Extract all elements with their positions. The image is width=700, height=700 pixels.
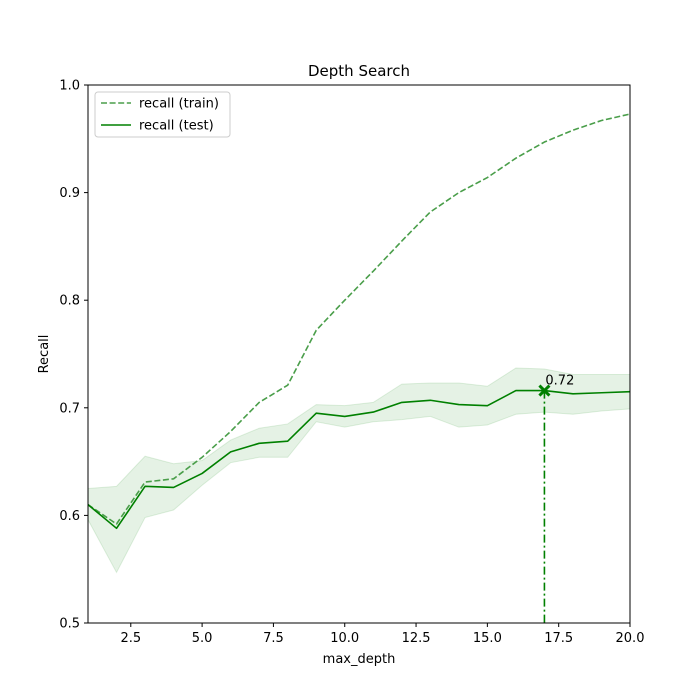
y-tick-label: 0.8	[59, 294, 80, 309]
x-tick-label: 20.0	[616, 631, 645, 646]
legend-label-train: recall (train)	[139, 97, 219, 112]
y-tick-label: 0.5	[59, 617, 80, 632]
test-std-band	[87, 367, 631, 574]
y-tick-label: 0.7	[59, 401, 80, 416]
legend: recall (train) recall (test)	[94, 91, 231, 138]
x-tick-label: 15.0	[473, 631, 502, 646]
x-axis-label: max_depth	[323, 652, 396, 667]
legend-label-test: recall (test)	[139, 119, 214, 134]
best-point-label: 0.72	[545, 374, 574, 389]
best-point-marker	[538, 384, 551, 397]
y-tick-label: 0.6	[59, 509, 80, 524]
test-recall-line	[87, 389, 631, 530]
x-tick-label: 12.5	[402, 631, 431, 646]
y-axis-label: Recall	[37, 335, 52, 374]
y-tick-label: 0.9	[59, 186, 80, 201]
x-tick-label: 5.0	[192, 631, 213, 646]
x-tick-label: 10.0	[330, 631, 359, 646]
x-tick-label: 7.5	[263, 631, 284, 646]
plot-frame	[87, 84, 631, 624]
x-tick-label: 2.5	[120, 631, 141, 646]
x-tick-label: 17.5	[544, 631, 573, 646]
chart-title: Depth Search	[308, 62, 410, 80]
y-tick-label: 1.0	[59, 79, 80, 94]
